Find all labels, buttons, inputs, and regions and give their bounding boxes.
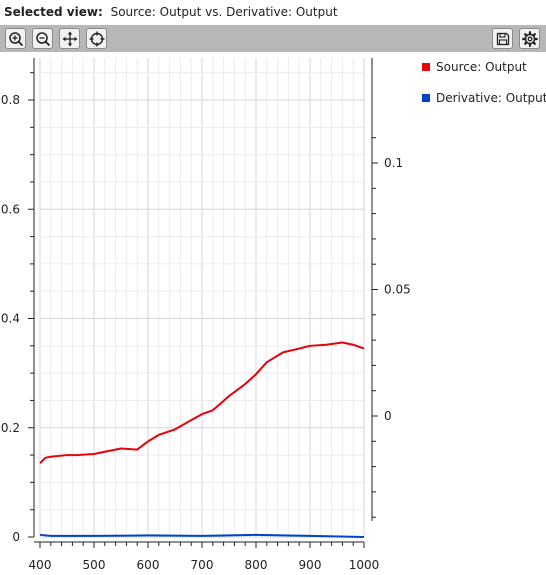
zoom-in-icon	[8, 31, 23, 46]
selected-view-value: Source: Output vs. Derivative: Output	[110, 5, 338, 19]
chart-svg: 0 0.2 0.4 0.6 0.8 0 0.05 0.1 400 500 600 700 800 900 1…	[1, 58, 546, 572]
save-icon	[496, 32, 509, 45]
y-left-tick-label: 0.6	[1, 202, 20, 216]
y-right-tick-label: 0.1	[384, 156, 403, 170]
y-left-tick-label: 0.2	[1, 421, 20, 435]
selected-view-bar: Selected view: Source: Output vs. Deriva…	[0, 0, 546, 25]
series-line-source-output	[39, 341, 365, 464]
x-tick-label: 500	[83, 558, 106, 572]
legend-label: Source: Output	[436, 60, 527, 74]
zoom-out-icon	[35, 31, 50, 46]
move-icon	[62, 31, 77, 46]
x-tick-label: 800	[245, 558, 268, 572]
x-tick-label: 400	[29, 558, 52, 572]
save-button[interactable]	[492, 28, 513, 49]
settings-button[interactable]	[519, 28, 540, 49]
y-right-tick-label: 0	[384, 409, 392, 423]
x-tick-label: 900	[299, 558, 322, 572]
zoom-out-button[interactable]	[32, 28, 53, 49]
crosshair-icon	[89, 31, 104, 46]
y-right-tick-label: 0.05	[384, 283, 411, 297]
reset-view-button[interactable]	[86, 28, 107, 49]
x-tick-label: 1000	[349, 558, 380, 572]
line-chart[interactable]: 0 0.2 0.4 0.6 0.8 0 0.05 0.1 400 500 600 700 800 900 1…	[0, 52, 546, 575]
x-tick-label: 700	[191, 558, 214, 572]
legend-label: Derivative: Output	[436, 91, 546, 105]
pan-button[interactable]	[59, 28, 80, 49]
selected-view-label: Selected view:	[4, 5, 103, 19]
plot-toolbar	[0, 25, 546, 52]
y-left-tick-label: 0.4	[1, 312, 20, 326]
zoom-in-button[interactable]	[5, 28, 26, 49]
y-left-tick-label: 0.8	[1, 93, 20, 107]
x-tick-label: 600	[137, 558, 160, 572]
gear-icon	[521, 30, 538, 47]
y-left-tick-label: 0	[12, 530, 20, 544]
series-line-derivative-output	[39, 533, 365, 538]
legend-swatch	[422, 94, 430, 102]
legend-swatch	[422, 63, 430, 71]
